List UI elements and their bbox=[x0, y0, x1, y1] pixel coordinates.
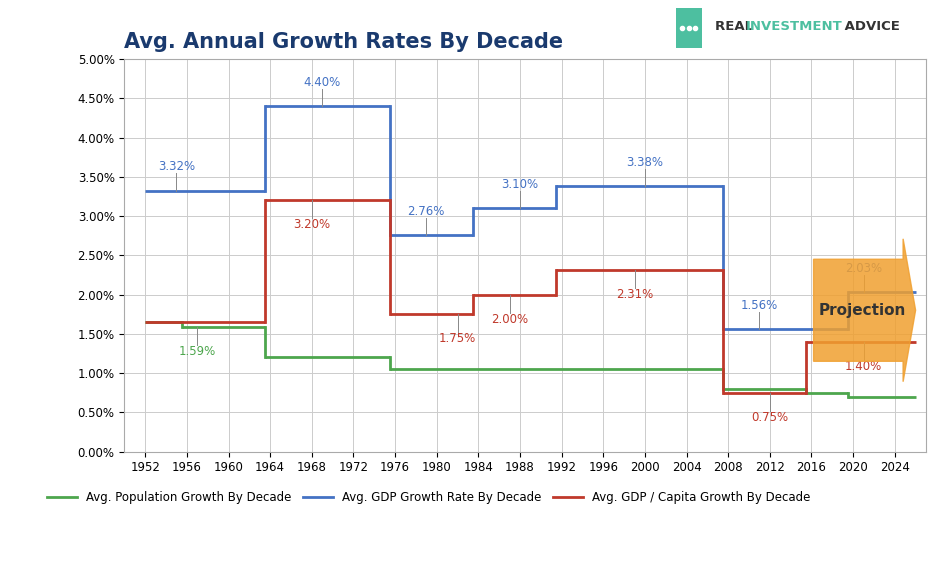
Text: 3.38%: 3.38% bbox=[627, 156, 663, 169]
Text: 0.75%: 0.75% bbox=[751, 411, 789, 424]
Text: 3.10%: 3.10% bbox=[502, 178, 538, 191]
Text: 2.03%: 2.03% bbox=[845, 262, 882, 275]
Text: 3.32%: 3.32% bbox=[158, 160, 195, 173]
FancyArrow shape bbox=[814, 239, 916, 382]
Text: 1.75%: 1.75% bbox=[439, 332, 476, 345]
Text: 2.31%: 2.31% bbox=[616, 288, 653, 301]
Legend: Avg. Population Growth By Decade, Avg. GDP Growth Rate By Decade, Avg. GDP / Cap: Avg. Population Growth By Decade, Avg. G… bbox=[42, 486, 816, 509]
Text: 3.20%: 3.20% bbox=[294, 218, 330, 231]
Text: 1.40%: 1.40% bbox=[845, 360, 882, 373]
Text: 1.59%: 1.59% bbox=[179, 345, 215, 358]
Text: INVESTMENT: INVESTMENT bbox=[746, 20, 843, 33]
Text: 1.56%: 1.56% bbox=[741, 299, 778, 312]
Text: 2.76%: 2.76% bbox=[407, 205, 445, 218]
Text: ADVICE: ADVICE bbox=[840, 20, 901, 33]
Text: REAL: REAL bbox=[715, 20, 758, 33]
Text: Avg. Annual Growth Rates By Decade: Avg. Annual Growth Rates By Decade bbox=[124, 32, 564, 52]
Text: 4.40%: 4.40% bbox=[304, 76, 341, 89]
Text: Projection: Projection bbox=[819, 303, 905, 318]
Text: 2.00%: 2.00% bbox=[491, 312, 528, 325]
